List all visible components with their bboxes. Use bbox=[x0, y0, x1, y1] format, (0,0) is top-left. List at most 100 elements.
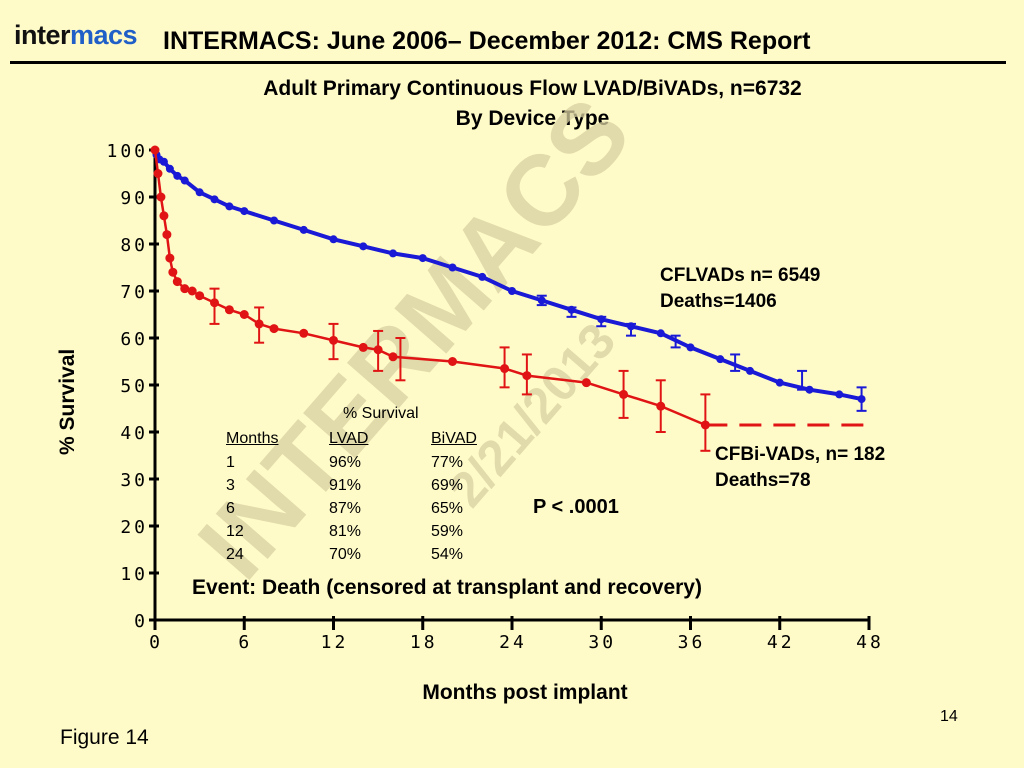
cell-months: 1 bbox=[226, 454, 235, 471]
bivad-data-point bbox=[254, 319, 264, 329]
y-tick-label: 70 bbox=[120, 282, 148, 303]
x-tick-label: 0 bbox=[149, 632, 163, 653]
bivad-data-point bbox=[388, 352, 398, 362]
x-tick-label: 48 bbox=[856, 632, 884, 653]
lvad-data-point bbox=[359, 242, 368, 251]
lvad-data-point bbox=[210, 195, 219, 204]
x-tick-label: 42 bbox=[767, 632, 795, 653]
bivad-data-point bbox=[224, 305, 234, 315]
lvad-label-line: CFLVADs n= 6549 bbox=[660, 265, 821, 286]
lvad-data-point bbox=[270, 216, 278, 225]
bivad-data-point bbox=[656, 401, 666, 411]
lvad-data-point bbox=[716, 355, 725, 364]
lvad-data-point bbox=[299, 225, 308, 234]
y-tick-label: 80 bbox=[120, 235, 148, 256]
cell-months: 24 bbox=[226, 546, 244, 563]
lvad-data-point bbox=[857, 395, 866, 404]
bivad-data-point bbox=[187, 286, 197, 296]
lvad-data-point bbox=[627, 322, 635, 331]
bivad-data-point bbox=[500, 364, 510, 374]
bivad-survival-line bbox=[153, 149, 706, 427]
cell-bivad: 59% bbox=[431, 523, 464, 540]
lvad-data-point bbox=[597, 315, 606, 324]
lvad-data-point bbox=[746, 366, 754, 375]
x-tick-label: 24 bbox=[499, 632, 527, 653]
bivad-data-point bbox=[195, 291, 205, 301]
intermacs-logo: intermacs bbox=[14, 14, 140, 58]
x-tick-label: 12 bbox=[321, 632, 349, 653]
bivad-data-point bbox=[150, 145, 160, 155]
lvad-deaths-line: Deaths=1406 bbox=[660, 291, 777, 312]
lvad-data-point bbox=[165, 164, 174, 173]
survival-table-caption: % Survival bbox=[343, 405, 419, 422]
bivad-deaths-line: Deaths=78 bbox=[715, 470, 811, 491]
lvad-data-point bbox=[805, 385, 814, 394]
bivad-series-label: CFBi-VADs, n= 182 Deaths=78 bbox=[715, 442, 885, 494]
cell-lvad: 91% bbox=[329, 477, 362, 494]
bivad-data-point bbox=[156, 192, 166, 202]
bivad-data-point bbox=[239, 310, 249, 319]
y-tick-label: 50 bbox=[120, 376, 148, 397]
cell-bivad: 69% bbox=[431, 477, 464, 494]
bivad-data-point bbox=[165, 253, 175, 263]
chart-subtitle: By Device Type bbox=[455, 107, 610, 130]
bivad-data-point bbox=[210, 298, 219, 308]
cell-bivad: 77% bbox=[431, 454, 464, 471]
lvad-data-point bbox=[656, 329, 665, 338]
lvad-data-point bbox=[686, 343, 695, 352]
cell-months: 6 bbox=[226, 500, 235, 517]
bivad-data-point bbox=[700, 420, 710, 430]
lvad-data-point bbox=[478, 272, 487, 281]
lvad-data-point bbox=[448, 263, 457, 272]
x-tick-label: 36 bbox=[678, 632, 706, 653]
lvad-data-point bbox=[389, 249, 397, 258]
y-tick-label: 30 bbox=[120, 470, 148, 491]
lvad-data-point bbox=[567, 305, 576, 314]
lvad-data-point bbox=[775, 378, 784, 387]
lvad-data-point bbox=[835, 390, 844, 399]
bivad-data-point bbox=[581, 378, 591, 388]
lvad-data-point bbox=[195, 188, 204, 197]
cell-lvad: 70% bbox=[329, 546, 362, 563]
header-months: Months bbox=[226, 430, 279, 447]
bivad-data-point bbox=[172, 277, 182, 287]
bivad-data-point bbox=[180, 284, 190, 294]
bivad-data-point bbox=[153, 169, 163, 178]
logo-text-brand: macs bbox=[70, 20, 138, 50]
cell-lvad: 87% bbox=[329, 500, 362, 517]
lvad-data-point bbox=[329, 235, 338, 244]
lvad-data-point bbox=[418, 254, 427, 263]
bivad-data-point bbox=[358, 342, 368, 352]
bivad-data-point bbox=[522, 371, 532, 381]
x-tick-label: 30 bbox=[588, 632, 616, 653]
cell-bivad: 54% bbox=[431, 546, 464, 563]
bivad-data-point bbox=[168, 267, 178, 277]
header-lvad: LVAD bbox=[329, 430, 369, 447]
page-number: 14 bbox=[940, 708, 958, 725]
lvad-data-point bbox=[159, 157, 168, 166]
x-tick-label: 18 bbox=[410, 632, 438, 653]
cell-lvad: 81% bbox=[329, 523, 362, 540]
lvad-data-point bbox=[180, 176, 189, 185]
bivad-label-line: CFBi-VADs, n= 182 bbox=[715, 444, 886, 465]
x-tick-label: 6 bbox=[238, 632, 252, 653]
bivad-data-point bbox=[162, 230, 172, 240]
header-divider bbox=[10, 61, 1006, 64]
lvad-data-point bbox=[173, 171, 182, 180]
bivad-data-point bbox=[159, 211, 169, 221]
lvad-data-point bbox=[225, 202, 234, 211]
bivad-data-point bbox=[373, 345, 383, 355]
lvad-data-point bbox=[240, 207, 249, 216]
y-tick-label: 0 bbox=[134, 611, 148, 632]
y-tick-label: 60 bbox=[120, 329, 148, 350]
x-axis-label: Months post implant bbox=[422, 681, 628, 704]
bivad-data-point bbox=[619, 389, 629, 399]
bivad-data-point bbox=[299, 328, 309, 338]
bivad-data-point bbox=[448, 357, 457, 366]
y-tick-label: 40 bbox=[120, 423, 148, 444]
lvad-data-point bbox=[508, 287, 516, 295]
lvad-series-label: CFLVADs n= 6549 Deaths=1406 bbox=[660, 263, 820, 315]
event-note: Event: Death (censored at transplant and… bbox=[192, 576, 702, 599]
chart-title: Adult Primary Continuous Flow LVAD/BiVAD… bbox=[263, 77, 802, 100]
